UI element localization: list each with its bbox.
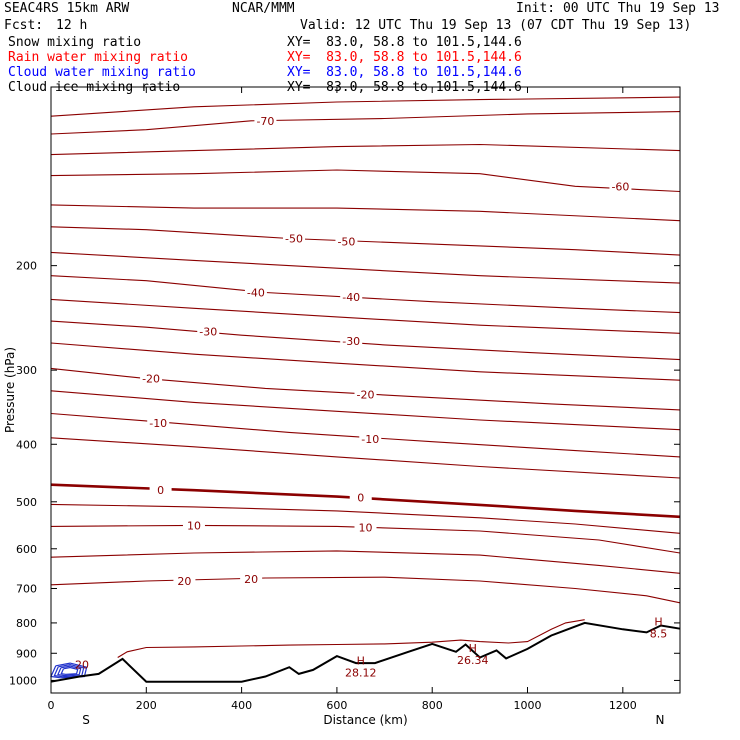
contour-label: -20 [142, 373, 160, 386]
contour-label: -60 [611, 180, 629, 193]
x-tick-label: 200 [136, 699, 157, 712]
field-snow-xy: XY= 83.0, 58.8 to 101.5,144.6 [287, 35, 522, 50]
x-tick-label: 400 [231, 699, 252, 712]
contour-label: 10 [359, 521, 373, 534]
high-value-label: 28.12 [345, 666, 377, 679]
contour-label-bg [340, 290, 363, 304]
y-tick-label: 200 [16, 260, 37, 273]
temperature-contour [50, 550, 681, 574]
contour-label-bg [335, 234, 358, 248]
contour-label: 0 [357, 492, 364, 505]
contour-label: 20 [75, 658, 89, 671]
temperature-contour [50, 143, 681, 156]
contour-label-bg [140, 371, 163, 385]
high-value-label: 8.5 [650, 627, 668, 640]
contour-label-bg [173, 574, 196, 588]
contour-label: -40 [247, 287, 265, 300]
temperature-contour [50, 111, 681, 135]
temperature-contour [50, 298, 681, 334]
contour-label: -30 [199, 325, 217, 338]
contour-label-bg [240, 572, 263, 586]
temperature-contour [50, 342, 681, 381]
contour-label-bg [147, 415, 170, 429]
temperature-contour [50, 367, 681, 411]
terrain-line [50, 621, 681, 683]
y-axis-title: Pressure (hPa) [3, 347, 17, 433]
temperature-contour [50, 524, 681, 554]
plot-frame [50, 86, 681, 694]
y-tick-label: 900 [16, 647, 37, 660]
contour-label-bg [359, 432, 382, 446]
contour-label: -50 [285, 232, 303, 245]
field-cloudwater-xy: XY= 83.0, 58.8 to 101.5,144.6 [287, 65, 522, 80]
y-tick-label: 1000 [9, 674, 37, 687]
fcst-label: Fcst: [4, 18, 44, 33]
contour-label: -40 [342, 291, 360, 304]
contour-label-bg [149, 483, 172, 497]
contour-label-bg [182, 518, 205, 532]
contour-label: -10 [149, 417, 167, 430]
contour-label: -20 [357, 389, 375, 402]
contour-label: 20 [177, 575, 191, 588]
y-tick-label: 500 [16, 496, 37, 509]
contour-label: -10 [361, 433, 379, 446]
contour-label: 20 [244, 573, 258, 586]
model-name: SEAC4RS 15km ARW [4, 1, 130, 16]
field-snow-name: Snow mixing ratio [8, 35, 142, 50]
field-rain-xy: XY= 83.0, 58.8 to 101.5,144.6 [287, 50, 522, 65]
temperature-contour [50, 251, 681, 284]
contour-label-bg [340, 334, 363, 348]
temperature-contour [50, 437, 681, 479]
temperature-contour [50, 576, 681, 604]
high-marker: H [469, 642, 477, 655]
temperature-contour [50, 320, 681, 361]
contour-label: -50 [337, 235, 355, 248]
x-tick-label: 600 [326, 699, 347, 712]
y-tick-label: 800 [16, 617, 37, 630]
contour-label-bg [349, 490, 372, 504]
fcst-value: 12 h [56, 18, 88, 33]
cloud-water-contour [60, 666, 79, 675]
contour-label-bg [354, 520, 377, 534]
field-cloudwater-name: Cloud water mixing ratio [8, 65, 196, 80]
x-tick-label: 1200 [609, 699, 637, 712]
temperature-contour [50, 390, 681, 431]
contour-label: -30 [342, 335, 360, 348]
x-end-label-left: S [82, 713, 90, 727]
high-marker: H [357, 654, 365, 667]
y-tick-label: 400 [16, 438, 37, 451]
contour-label-bg [197, 324, 220, 338]
contour-label: 0 [157, 484, 164, 497]
cloud-water-contour [57, 665, 82, 677]
contour-label-bg [254, 113, 277, 127]
high-value-label: 26.34 [457, 654, 489, 667]
temperature-contour [50, 275, 681, 314]
rain-region-contour [117, 619, 585, 658]
x-tick-label: 800 [422, 699, 443, 712]
contour-label-bg [609, 179, 632, 193]
contour-label-bg [283, 231, 306, 245]
temperature-contour [50, 503, 681, 534]
contour-label-bg [244, 285, 267, 299]
x-axis-title: Distance (km) [323, 713, 407, 727]
contour-label: -70 [256, 115, 274, 128]
temperature-contour [50, 169, 681, 193]
init-time: Init: 00 UTC Thu 19 Sep 13 [516, 1, 720, 16]
temperature-contour [50, 204, 681, 222]
org-name: NCAR/MMM [232, 1, 295, 16]
valid-time: Valid: 12 UTC Thu 19 Sep 13 (07 CDT Thu … [300, 18, 692, 33]
x-tick-label: 0 [48, 699, 55, 712]
contour-label-bg [354, 387, 377, 401]
x-tick-label: 1000 [514, 699, 542, 712]
field-rain-name: Rain water mixing ratio [8, 50, 189, 65]
y-tick-label: 300 [16, 364, 37, 377]
y-tick-label: 600 [16, 543, 37, 556]
temperature-contour [50, 226, 681, 256]
high-marker: H [654, 615, 662, 628]
y-tick-label: 700 [16, 583, 37, 596]
temperature-contour [50, 96, 681, 117]
contour-label: 10 [187, 519, 201, 532]
x-end-label-right: N [656, 713, 665, 727]
